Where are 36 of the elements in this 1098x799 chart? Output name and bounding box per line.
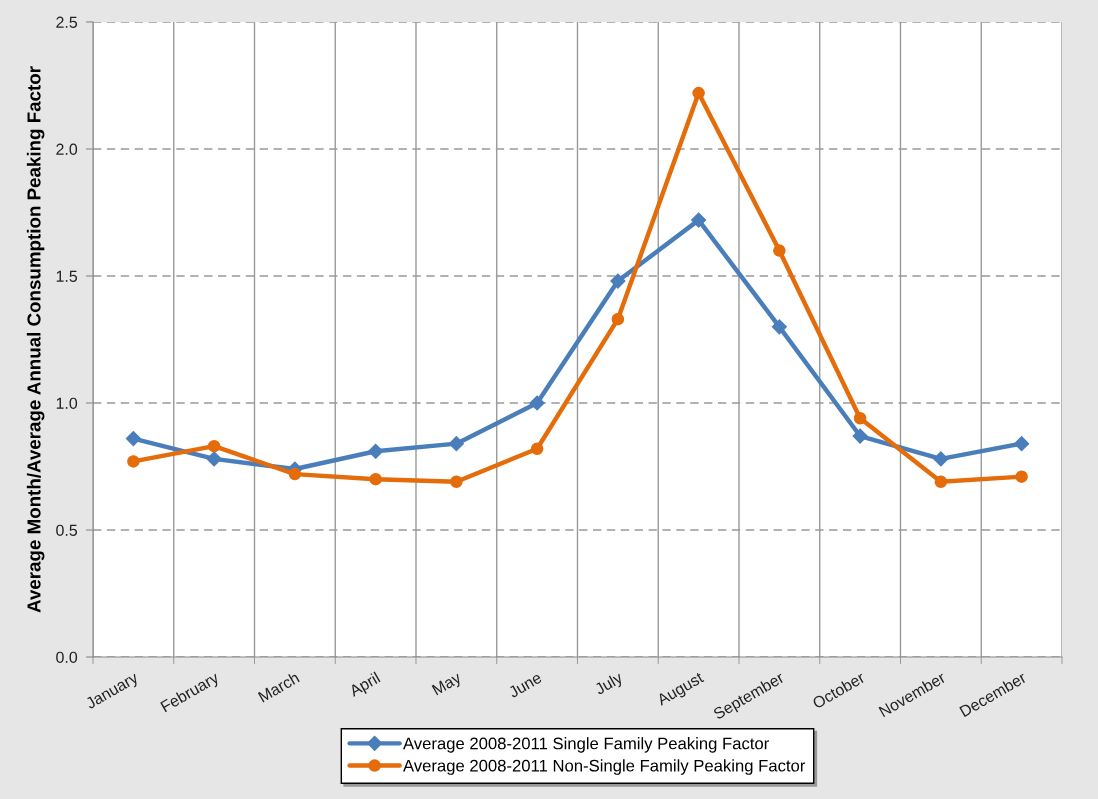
point (288, 467, 302, 481)
point (529, 395, 545, 411)
point (127, 455, 140, 468)
point (369, 472, 382, 486)
point (206, 451, 222, 467)
legend-label: Average 2008-2011 Non-Single Family Peaking Factor (403, 759, 806, 775)
point (692, 86, 705, 100)
point (530, 442, 544, 455)
x-tick-label: July (593, 670, 626, 698)
y-tick-label: 1.5 (56, 270, 78, 282)
point (125, 430, 141, 447)
y-tick-label: 2.5 (56, 16, 78, 28)
point (934, 475, 948, 488)
point (611, 312, 625, 326)
point (450, 475, 463, 488)
point (1015, 470, 1028, 483)
y-tick-label: 1.0 (56, 397, 78, 409)
point (853, 411, 867, 425)
point (852, 428, 868, 444)
y-tick-label: 0.5 (56, 524, 78, 536)
point (771, 319, 787, 335)
point (610, 273, 626, 289)
y-tick-label: 0.0 (56, 651, 78, 663)
y-axis-title: Average Month/Average Annual Consumption Peaking Factor (26, 66, 45, 613)
point (691, 212, 707, 228)
x-tick-label: June (507, 671, 543, 699)
point (448, 436, 464, 452)
legend-label: Average 2008-2011 Single Family Peaking Factor (403, 737, 769, 753)
point (773, 244, 786, 257)
x-tick-label: May (431, 671, 464, 699)
point (207, 439, 221, 453)
x-tick-label: April (347, 671, 383, 700)
point (1014, 436, 1030, 452)
y-tick-label: 2.0 (56, 143, 78, 155)
point (933, 451, 949, 467)
point (368, 443, 384, 459)
